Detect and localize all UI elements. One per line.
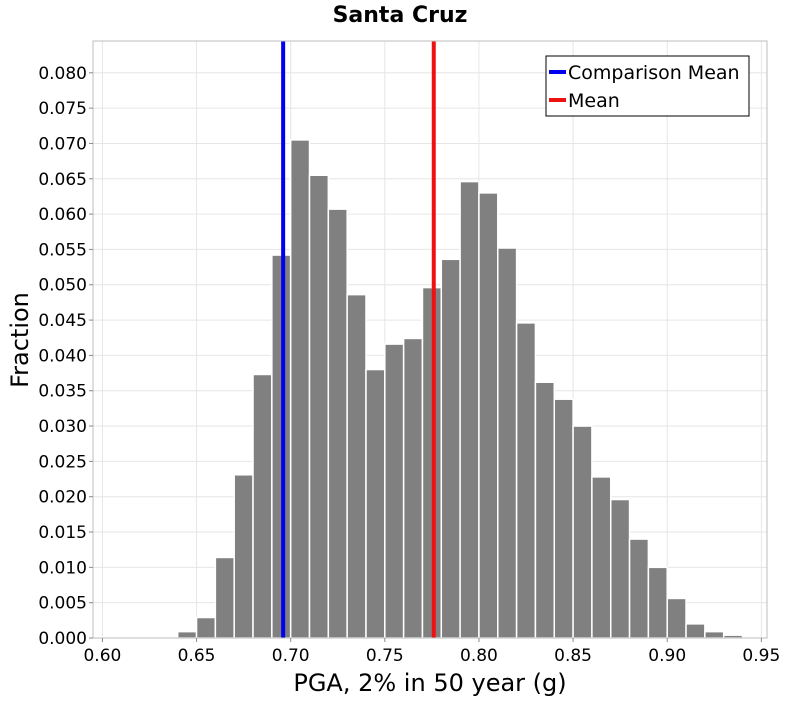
y-tick-label: 0.035 (38, 382, 87, 402)
y-tick-label: 0.010 (38, 558, 87, 578)
y-tick-label: 0.025 (38, 452, 87, 472)
histogram-bar-31 (685, 623, 706, 639)
histogram-bar-30 (666, 597, 687, 639)
x-tick-label: 0.90 (648, 646, 686, 666)
y-tick-label: 0.000 (38, 629, 87, 649)
histogram-bar-15 (384, 343, 405, 639)
y-tick-label: 0.020 (38, 488, 87, 508)
x-tick-label: 0.60 (83, 646, 121, 666)
y-tick-label: 0.075 (38, 99, 87, 119)
histogram-bar-18 (440, 258, 461, 639)
y-tick-label: 0.015 (38, 523, 87, 543)
y-tick-label: 0.080 (38, 64, 87, 84)
y-tick-label: 0.045 (38, 311, 87, 331)
histogram-bar-7 (233, 474, 254, 639)
histogram-bar-14 (365, 368, 386, 639)
histogram-bar-21 (497, 247, 518, 639)
x-tick-label: 0.80 (460, 646, 498, 666)
x-tick-label: 0.75 (366, 646, 404, 666)
plot-area: 0.000 0.005 0.010 0.015 0.020 0.025 0.030 0.035… (38, 40, 780, 666)
histogram-bar-11 (308, 174, 330, 639)
chart-title: Santa Cruz (333, 3, 468, 28)
y-tick-label: 0.070 (38, 134, 87, 154)
y-tick-label: 0.060 (38, 205, 87, 225)
legend-box (545, 55, 750, 117)
y-tick-label: 0.005 (38, 594, 87, 614)
histogram-bar-10 (289, 139, 311, 639)
x-tick-label: 0.65 (178, 646, 216, 666)
x-tick-label: 0.85 (554, 646, 592, 666)
histogram-bar-13 (346, 293, 367, 639)
histogram-bar-27 (609, 498, 631, 639)
histogram-bar-6 (214, 556, 235, 639)
histogram-bar-5 (195, 616, 217, 639)
x-tick-label: 0.95 (742, 646, 780, 666)
histogram-bar-16 (402, 337, 424, 639)
histogram-bar-8 (252, 373, 273, 639)
histogram-bar-29 (647, 566, 668, 639)
y-tick-label: 0.030 (38, 417, 87, 437)
histogram-bar-24 (553, 398, 574, 639)
histogram-bar-25 (572, 425, 593, 639)
y-tick-label: 0.065 (38, 170, 87, 190)
histogram-bar-23 (534, 381, 556, 639)
histogram-bar-32 (704, 630, 725, 639)
histogram-bar-4 (176, 630, 198, 639)
x-axis-label: PGA, 2% in 50 year (g) (293, 669, 566, 697)
histogram-bar-20 (478, 192, 499, 639)
histogram-bar-22 (515, 322, 537, 639)
histogram-bar-26 (591, 476, 612, 639)
plot-border (92, 40, 768, 639)
y-tick-label: 0.050 (38, 276, 87, 296)
y-tick-label: 0.055 (38, 240, 87, 260)
histogram-bar-19 (459, 180, 480, 639)
legend-label-0: Comparison Mean (568, 62, 740, 84)
histogram-bar-28 (628, 538, 650, 639)
histogram-bar-12 (327, 208, 348, 639)
y-axis-label: Fraction (6, 292, 34, 388)
legend-label-1: Mean (568, 90, 620, 112)
x-tick-label: 0.70 (272, 646, 310, 666)
y-tick-label: 0.040 (38, 346, 87, 366)
